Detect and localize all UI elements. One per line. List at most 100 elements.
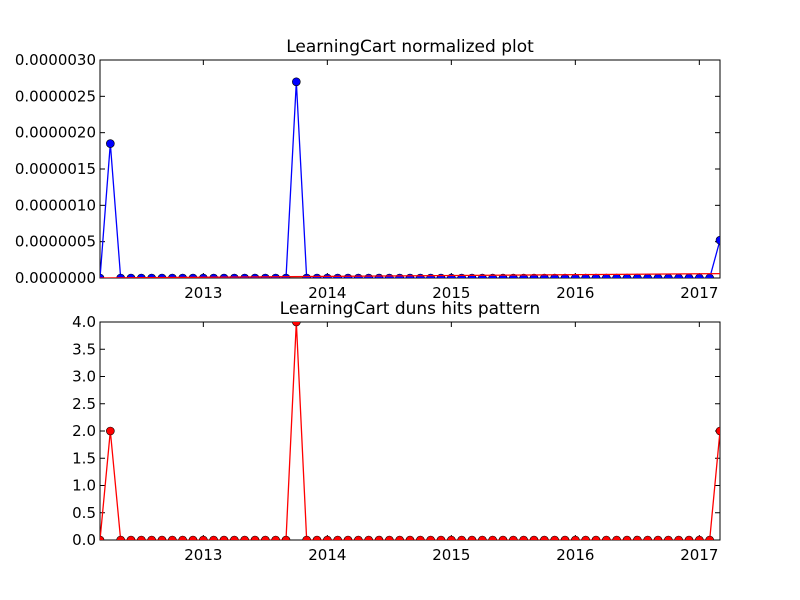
y-tick-label: 3.0 — [72, 368, 96, 386]
data-point — [230, 535, 239, 540]
data-point — [126, 535, 136, 540]
data-point — [323, 273, 332, 278]
data-point — [622, 535, 632, 540]
y-tick-label: 1.0 — [72, 477, 96, 495]
data-point — [395, 535, 404, 540]
data-point — [147, 535, 156, 540]
y-tick-label: 0.0000015 — [15, 160, 96, 178]
data-point — [674, 535, 683, 540]
data-point — [622, 273, 632, 278]
data-point — [385, 535, 394, 540]
data-point — [199, 535, 208, 540]
data-point — [354, 535, 363, 540]
data-point — [643, 273, 652, 278]
data-point — [126, 273, 136, 278]
data-point — [137, 535, 146, 540]
data-point — [116, 273, 125, 278]
data-point — [612, 535, 621, 540]
data-point — [457, 535, 466, 540]
data-point — [467, 535, 477, 540]
data-point — [529, 535, 539, 540]
y-tick-label: 2.0 — [72, 422, 96, 440]
data-point — [374, 535, 384, 540]
data-point — [374, 273, 384, 278]
x-tick-label: 2017 — [680, 284, 718, 302]
data-point — [478, 535, 487, 540]
data-point — [250, 535, 260, 540]
data-point — [261, 273, 270, 278]
data-point — [343, 273, 353, 278]
x-tick-label: 2017 — [680, 546, 718, 564]
data-point — [302, 273, 311, 278]
data-point — [488, 535, 497, 540]
plot-frame — [99, 321, 721, 541]
data-point — [643, 535, 652, 540]
data-point — [633, 535, 642, 540]
x-tick-label: 2014 — [308, 284, 346, 302]
y-tick-label: 0.5 — [72, 504, 96, 522]
y-tick-label: 0.0000030 — [15, 51, 96, 69]
data-point — [436, 535, 446, 540]
data-point — [581, 535, 590, 540]
y-tick-label: 0.0000000 — [15, 269, 96, 287]
data-point — [250, 273, 260, 278]
y-tick-label: 0.0000020 — [15, 124, 96, 142]
normalized-plot-panel: LearningCart normalized plot 0.0000000 0.… — [15, 37, 721, 302]
data-point — [168, 535, 177, 540]
data-point — [292, 322, 301, 327]
data-point — [664, 273, 673, 278]
data-point — [199, 273, 208, 278]
data-point — [281, 273, 291, 278]
data-point — [261, 535, 270, 540]
data-point — [106, 426, 115, 436]
x-tick-label: 2013 — [184, 546, 222, 564]
data-point — [271, 535, 280, 540]
data-point — [674, 273, 683, 278]
data-point — [405, 535, 415, 540]
data-point — [602, 535, 611, 540]
chart-title: LearningCart normalized plot — [286, 37, 534, 57]
data-point — [612, 273, 621, 278]
data-point — [354, 273, 363, 278]
series-line — [100, 322, 720, 540]
data-point — [178, 535, 187, 540]
data-point — [395, 273, 404, 278]
data-point — [591, 273, 601, 278]
data-point — [653, 535, 663, 540]
data-point — [715, 235, 720, 245]
data-point — [333, 273, 342, 278]
y-tick-label: 0.0000025 — [15, 87, 96, 105]
data-point — [230, 273, 239, 278]
data-point — [157, 535, 167, 540]
y-tick-label: 2.5 — [72, 395, 96, 413]
series-line — [100, 272, 720, 278]
data-point — [684, 535, 694, 540]
plot-area — [100, 77, 720, 278]
data-point — [416, 535, 425, 540]
data-point — [385, 273, 394, 278]
x-tick-label: 2016 — [556, 284, 594, 302]
data-point — [695, 273, 704, 278]
data-point — [271, 273, 280, 278]
data-point — [219, 273, 229, 278]
plot-area — [100, 322, 720, 540]
data-point — [509, 535, 518, 540]
duns-hits-panel: LearningCart duns hits pattern 0.0 0.5 1.0… — [72, 299, 721, 564]
data-point — [209, 535, 218, 540]
x-tick-label: 2016 — [556, 546, 594, 564]
data-point — [715, 426, 720, 436]
series-line — [100, 81, 720, 278]
data-point — [116, 535, 125, 540]
data-point — [705, 273, 714, 278]
data-point — [498, 535, 508, 540]
plot-frame — [99, 59, 721, 279]
data-point — [426, 535, 435, 540]
data-point — [591, 535, 601, 540]
chart-title: LearningCart duns hits pattern — [280, 299, 541, 319]
data-point — [560, 535, 570, 540]
data-point — [343, 535, 353, 540]
data-point — [137, 273, 146, 278]
data-point — [302, 535, 311, 540]
data-point — [602, 273, 611, 278]
